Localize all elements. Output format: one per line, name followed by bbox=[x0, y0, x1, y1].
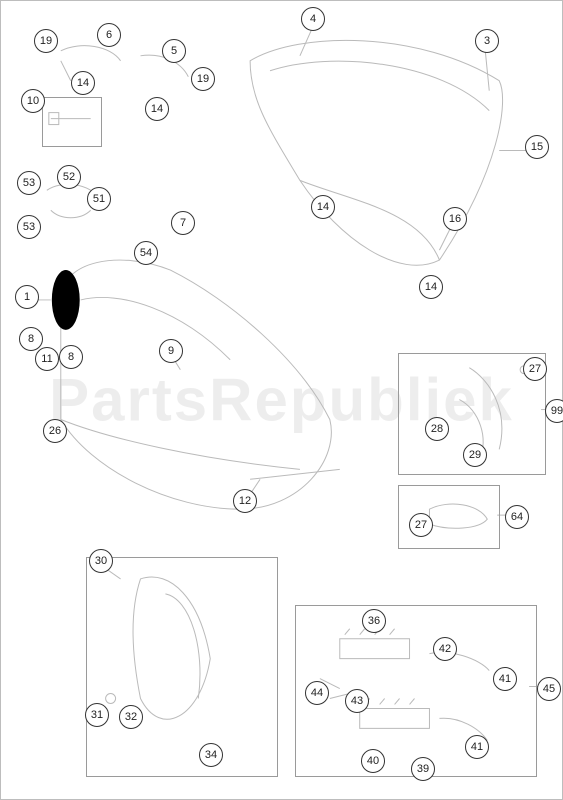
callout-19[interactable]: 19 bbox=[191, 67, 215, 91]
inset-box bbox=[42, 97, 102, 147]
callout-label: 43 bbox=[345, 689, 369, 713]
callout-label: 42 bbox=[433, 637, 457, 661]
callout-42[interactable]: 42 bbox=[433, 637, 457, 661]
callout-16[interactable]: 16 bbox=[443, 207, 467, 231]
callout-label: 32 bbox=[119, 705, 143, 729]
callout-label: 53 bbox=[17, 215, 41, 239]
callout-label: 14 bbox=[71, 71, 95, 95]
callout-43[interactable]: 43 bbox=[345, 689, 369, 713]
callout-15[interactable]: 15 bbox=[525, 135, 549, 159]
callout-label: 41 bbox=[465, 735, 489, 759]
callout-5[interactable]: 5 bbox=[162, 39, 186, 63]
callout-99[interactable]: 99 bbox=[545, 399, 563, 423]
callout-14[interactable]: 14 bbox=[71, 71, 95, 95]
callout-label: 40 bbox=[361, 749, 385, 773]
callout-40[interactable]: 40 bbox=[361, 749, 385, 773]
callout-label: 14 bbox=[311, 195, 335, 219]
callout-10[interactable]: 10 bbox=[21, 89, 45, 113]
diagram-canvas: PartsRepubliek bbox=[0, 0, 563, 800]
callout-label: 39 bbox=[411, 757, 435, 781]
callout-34[interactable]: 34 bbox=[199, 743, 223, 767]
callout-36[interactable]: 36 bbox=[362, 609, 386, 633]
callout-64[interactable]: 64 bbox=[505, 505, 529, 529]
callout-41[interactable]: 41 bbox=[465, 735, 489, 759]
callout-label: 14 bbox=[419, 275, 443, 299]
callout-6[interactable]: 6 bbox=[97, 23, 121, 47]
callout-label: 19 bbox=[34, 29, 58, 53]
callout-label: 31 bbox=[85, 703, 109, 727]
callout-31[interactable]: 31 bbox=[85, 703, 109, 727]
callout-4[interactable]: 4 bbox=[301, 7, 325, 31]
callout-54[interactable]: 54 bbox=[134, 241, 158, 265]
callout-45[interactable]: 45 bbox=[537, 677, 561, 701]
callout-14[interactable]: 14 bbox=[311, 195, 335, 219]
callout-label: 51 bbox=[87, 187, 111, 211]
callout-7[interactable]: 7 bbox=[171, 211, 195, 235]
callout-label: 15 bbox=[525, 135, 549, 159]
callout-label: 16 bbox=[443, 207, 467, 231]
callout-1[interactable]: 1 bbox=[15, 285, 39, 309]
callout-label: 11 bbox=[35, 347, 59, 371]
callout-label: 9 bbox=[159, 339, 183, 363]
callout-11[interactable]: 11 bbox=[35, 347, 59, 371]
callout-14[interactable]: 14 bbox=[419, 275, 443, 299]
callout-51[interactable]: 51 bbox=[87, 187, 111, 211]
callout-44[interactable]: 44 bbox=[305, 681, 329, 705]
callout-label: 27 bbox=[523, 357, 547, 381]
callout-label: 12 bbox=[233, 489, 257, 513]
callout-26[interactable]: 26 bbox=[43, 419, 67, 443]
callout-label: 29 bbox=[463, 443, 487, 467]
callout-label: 6 bbox=[97, 23, 121, 47]
callout-19[interactable]: 19 bbox=[34, 29, 58, 53]
callout-label: 52 bbox=[57, 165, 81, 189]
callout-label: 44 bbox=[305, 681, 329, 705]
callout-label: 1 bbox=[15, 285, 39, 309]
callout-label: 53 bbox=[17, 171, 41, 195]
callout-41[interactable]: 41 bbox=[493, 667, 517, 691]
callout-53[interactable]: 53 bbox=[17, 171, 41, 195]
callout-label: 30 bbox=[89, 549, 113, 573]
callout-9[interactable]: 9 bbox=[159, 339, 183, 363]
callout-27[interactable]: 27 bbox=[409, 513, 433, 537]
callout-12[interactable]: 12 bbox=[233, 489, 257, 513]
callout-label: 10 bbox=[21, 89, 45, 113]
callout-52[interactable]: 52 bbox=[57, 165, 81, 189]
callout-label: 54 bbox=[134, 241, 158, 265]
callout-label: 27 bbox=[409, 513, 433, 537]
callout-label: 5 bbox=[162, 39, 186, 63]
callout-39[interactable]: 39 bbox=[411, 757, 435, 781]
callout-53[interactable]: 53 bbox=[17, 215, 41, 239]
callout-label: 99 bbox=[545, 399, 563, 423]
callout-28[interactable]: 28 bbox=[425, 417, 449, 441]
callout-label: 26 bbox=[43, 419, 67, 443]
callout-32[interactable]: 32 bbox=[119, 705, 143, 729]
callout-label: 4 bbox=[301, 7, 325, 31]
callout-27[interactable]: 27 bbox=[523, 357, 547, 381]
callout-3[interactable]: 3 bbox=[475, 29, 499, 53]
callout-label: 36 bbox=[362, 609, 386, 633]
callout-label: 64 bbox=[505, 505, 529, 529]
inset-box bbox=[295, 605, 537, 777]
callout-label: 19 bbox=[191, 67, 215, 91]
callout-label: 8 bbox=[59, 345, 83, 369]
callout-label: 34 bbox=[199, 743, 223, 767]
callout-8[interactable]: 8 bbox=[59, 345, 83, 369]
callout-label: 3 bbox=[475, 29, 499, 53]
callout-label: 14 bbox=[145, 97, 169, 121]
callout-label: 7 bbox=[171, 211, 195, 235]
callout-label: 45 bbox=[537, 677, 561, 701]
callout-29[interactable]: 29 bbox=[463, 443, 487, 467]
inset-box bbox=[86, 557, 278, 777]
callout-label: 28 bbox=[425, 417, 449, 441]
callout-30[interactable]: 30 bbox=[89, 549, 113, 573]
callout-label: 41 bbox=[493, 667, 517, 691]
callout-14[interactable]: 14 bbox=[145, 97, 169, 121]
